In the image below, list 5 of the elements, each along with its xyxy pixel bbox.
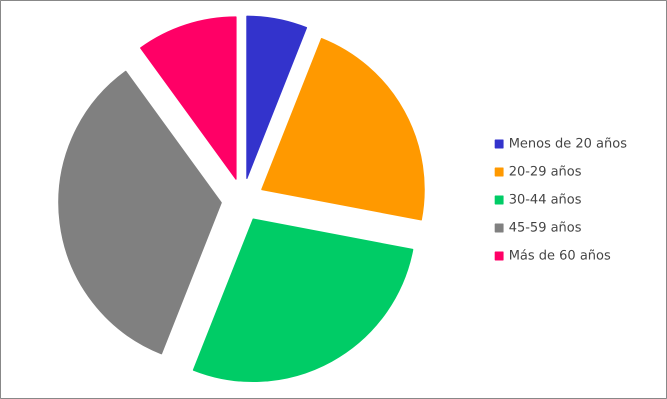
legend-label: Menos de 20 años [508,136,627,151]
legend-label: 45-59 años [508,220,582,235]
legend-label: 20-29 años [508,164,582,179]
legend-label: Más de 60 años [508,248,611,263]
legend-label: 30-44 años [508,192,582,207]
